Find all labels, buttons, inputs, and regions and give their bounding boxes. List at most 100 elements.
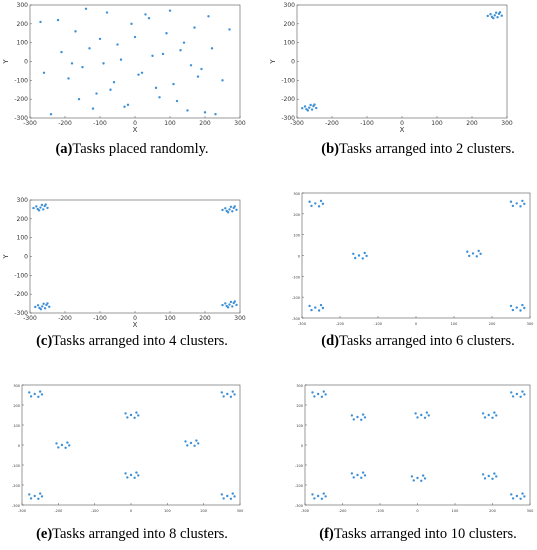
point: [222, 395, 225, 398]
point: [360, 418, 363, 421]
x-tick-label: 0: [130, 509, 132, 513]
caption-label: (e): [36, 526, 52, 542]
x-tick-label: -300: [290, 120, 304, 127]
caption-text: Tasks arranged into 8 clusters.: [52, 526, 228, 542]
point: [39, 20, 42, 24]
point: [491, 477, 494, 480]
point: [229, 205, 233, 208]
y-tick-label: -200: [295, 484, 303, 488]
point: [231, 390, 234, 393]
point: [489, 13, 492, 16]
point: [479, 252, 482, 256]
point: [515, 494, 519, 498]
point: [207, 15, 210, 18]
x-tick-label: -300: [301, 509, 309, 513]
point: [324, 393, 327, 396]
x-tick-label: 200: [489, 509, 496, 513]
x-tick-label: -200: [336, 322, 344, 326]
x-tick-label: 0: [415, 322, 417, 326]
point: [28, 391, 31, 394]
subplot: -300 -200 -100 0 100 200 300 -300 -200 -100 0 100 20…: [2, 197, 246, 349]
point: [475, 255, 478, 258]
point: [416, 416, 419, 419]
point: [200, 67, 203, 71]
y-tick-label: 300: [17, 197, 29, 204]
y-tick-label: -300: [14, 115, 28, 122]
x-tick-label: -300: [18, 509, 26, 513]
point: [224, 207, 227, 210]
x-tick-label: -200: [58, 120, 72, 127]
point: [468, 254, 471, 258]
point: [308, 106, 311, 109]
point: [316, 494, 320, 498]
point: [129, 413, 133, 417]
point: [40, 203, 44, 207]
x-tick-label: 300: [527, 509, 534, 513]
point: [214, 113, 217, 116]
point: [519, 497, 522, 500]
caption: (a)Tasks placed randomly.: [55, 141, 208, 157]
point: [32, 206, 35, 210]
point: [354, 256, 357, 260]
point: [521, 199, 524, 203]
caption-text: Tasks arranged into 4 clusters.: [52, 333, 228, 349]
point: [493, 411, 496, 414]
point: [519, 309, 522, 312]
point: [316, 392, 320, 396]
point: [46, 206, 49, 210]
point: [511, 204, 515, 208]
y-tick-label: -100: [14, 77, 28, 84]
y-tick-label: 0: [18, 444, 20, 448]
point: [137, 474, 140, 477]
point: [226, 211, 230, 214]
y-tick-label: 200: [284, 21, 296, 28]
point: [37, 395, 40, 398]
point: [70, 62, 74, 65]
point: [60, 443, 64, 447]
point: [466, 250, 469, 253]
y-tick-label: -100: [281, 77, 295, 84]
point: [43, 307, 47, 310]
point: [313, 103, 316, 106]
caption: (c)Tasks arranged into 4 clusters.: [36, 333, 228, 349]
point: [144, 13, 147, 16]
point: [235, 208, 238, 211]
point: [303, 105, 307, 108]
point: [491, 416, 494, 419]
caption-label: (b): [321, 141, 339, 157]
point: [119, 58, 123, 61]
point: [33, 392, 36, 396]
point: [224, 302, 227, 305]
point: [510, 391, 513, 394]
subplot: -300 -200 -100 0 100 200 300 -300 -200 -100 0 100 20…: [2, 2, 246, 157]
point: [521, 390, 524, 393]
point: [98, 37, 102, 41]
y-tick-label: -100: [14, 272, 28, 279]
caption-text: Tasks arranged into 10 clusters.: [334, 526, 517, 542]
point: [310, 204, 313, 208]
point: [414, 412, 417, 415]
y-tick-label: 200: [17, 216, 29, 223]
point: [91, 107, 95, 110]
x-tick-label: 200: [489, 322, 496, 326]
point: [193, 444, 196, 447]
point: [487, 474, 490, 478]
point: [481, 412, 485, 415]
point: [356, 415, 359, 419]
point: [523, 202, 526, 206]
x-tick-label: 300: [527, 322, 534, 326]
x-tick-label: 100: [164, 315, 176, 322]
point: [320, 395, 324, 398]
y-tick-label: 100: [296, 424, 303, 428]
caption-label: (f): [319, 526, 334, 542]
point: [228, 303, 231, 306]
y-tick-label: -100: [292, 275, 300, 279]
point: [315, 106, 318, 110]
point: [509, 304, 513, 308]
point: [317, 309, 321, 312]
point: [172, 82, 175, 86]
x-tick-label: 200: [199, 315, 211, 322]
point: [184, 440, 187, 443]
point: [226, 392, 229, 396]
